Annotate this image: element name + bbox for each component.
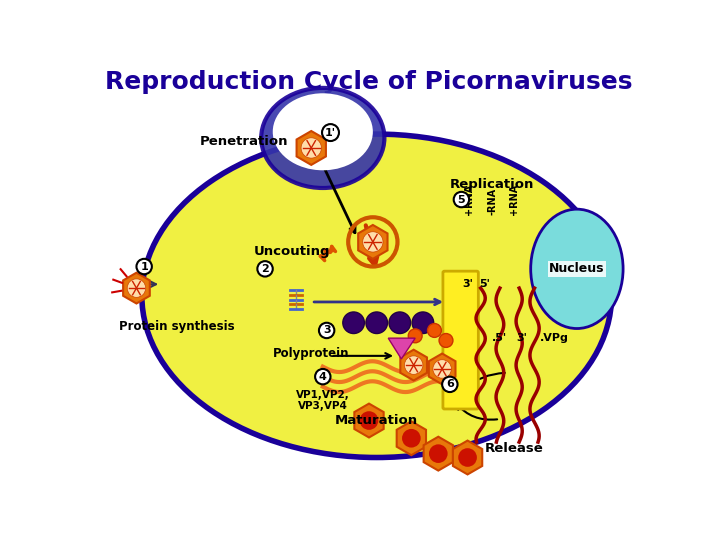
Circle shape [366, 312, 387, 334]
Text: 3': 3' [516, 333, 527, 343]
Circle shape [343, 312, 364, 334]
Circle shape [402, 429, 420, 448]
Circle shape [127, 279, 145, 298]
Circle shape [429, 444, 448, 463]
Circle shape [439, 334, 453, 347]
Polygon shape [388, 338, 415, 359]
Circle shape [428, 323, 441, 338]
Text: Protein synthesis: Protein synthesis [119, 320, 235, 333]
Text: 5: 5 [458, 194, 465, 205]
Circle shape [315, 369, 330, 384]
Text: VP1,VP2,
VP3,VP4: VP1,VP2, VP3,VP4 [296, 390, 350, 411]
Text: Nucleus: Nucleus [549, 262, 605, 275]
Circle shape [137, 259, 152, 274]
Ellipse shape [273, 93, 373, 170]
Polygon shape [453, 441, 482, 475]
Polygon shape [397, 421, 426, 455]
Text: Penetration: Penetration [199, 136, 288, 148]
Circle shape [454, 192, 469, 207]
Text: Reproduction Cycle of Picornaviruses: Reproduction Cycle of Picornaviruses [105, 70, 633, 94]
Text: Maturation: Maturation [334, 414, 418, 427]
Text: +RNA: +RNA [509, 184, 518, 215]
Text: 1': 1' [325, 127, 336, 138]
Polygon shape [400, 350, 427, 381]
Text: .5': .5' [492, 333, 508, 343]
Text: +RNA: +RNA [464, 184, 474, 215]
Text: 4: 4 [319, 372, 327, 382]
FancyBboxPatch shape [443, 271, 478, 409]
Circle shape [412, 312, 433, 334]
Text: 3: 3 [323, 326, 330, 335]
Circle shape [319, 323, 334, 338]
Text: 1: 1 [140, 261, 148, 272]
Text: 2: 2 [261, 264, 269, 274]
Ellipse shape [142, 134, 611, 457]
Text: Uncouting: Uncouting [253, 245, 330, 258]
Text: Release: Release [485, 442, 544, 455]
Polygon shape [429, 354, 456, 384]
Circle shape [458, 448, 477, 467]
Circle shape [433, 360, 451, 378]
Circle shape [405, 356, 423, 374]
Polygon shape [297, 131, 326, 165]
Circle shape [442, 377, 457, 392]
Circle shape [360, 411, 378, 430]
Text: 5': 5' [479, 279, 490, 289]
Text: -RNA: -RNA [487, 188, 498, 215]
Polygon shape [354, 403, 384, 437]
Text: Polyprotein: Polyprotein [273, 347, 349, 360]
Ellipse shape [531, 209, 623, 328]
Circle shape [363, 232, 383, 252]
Polygon shape [358, 225, 387, 259]
Text: .VPg: .VPg [540, 333, 569, 343]
Circle shape [257, 261, 273, 276]
Circle shape [389, 312, 410, 334]
Circle shape [408, 329, 422, 343]
Text: Replication: Replication [450, 178, 534, 191]
Text: 6: 6 [446, 379, 454, 389]
Ellipse shape [261, 88, 384, 188]
Polygon shape [123, 273, 150, 303]
Circle shape [322, 124, 339, 141]
Text: 3': 3' [462, 279, 473, 289]
Polygon shape [423, 437, 453, 470]
Circle shape [301, 138, 321, 158]
